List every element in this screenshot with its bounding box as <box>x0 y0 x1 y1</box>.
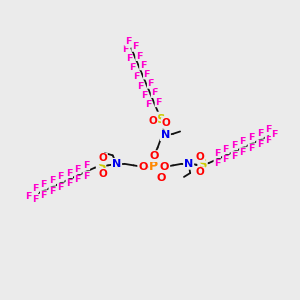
Text: F: F <box>125 37 131 46</box>
Text: F: F <box>130 63 136 72</box>
Text: O: O <box>196 167 205 177</box>
Text: F: F <box>214 159 220 168</box>
Text: F: F <box>214 148 220 158</box>
Text: N: N <box>161 130 170 140</box>
Text: F: F <box>257 140 263 149</box>
Text: S: S <box>198 158 207 171</box>
Text: F: F <box>257 129 263 138</box>
Text: F: F <box>49 187 56 196</box>
Text: F: F <box>32 195 38 204</box>
Text: F: F <box>134 72 140 81</box>
Text: F: F <box>265 125 272 134</box>
Text: F: F <box>132 42 138 51</box>
Text: F: F <box>66 169 73 178</box>
Text: F: F <box>231 141 238 150</box>
Text: F: F <box>40 180 47 189</box>
Text: F: F <box>248 144 255 153</box>
Text: F: F <box>141 91 148 100</box>
Text: F: F <box>151 88 158 98</box>
Text: F: F <box>272 130 278 139</box>
Text: F: F <box>248 133 255 142</box>
Text: F: F <box>122 45 128 54</box>
Text: F: F <box>231 152 238 160</box>
Text: N: N <box>184 159 193 169</box>
Text: N: N <box>112 159 121 169</box>
Text: O: O <box>98 169 107 179</box>
Text: O: O <box>98 153 107 164</box>
Text: S: S <box>97 160 105 172</box>
Text: F: F <box>58 172 64 182</box>
Text: F: F <box>66 179 73 188</box>
Text: F: F <box>240 137 246 146</box>
Text: F: F <box>137 82 144 91</box>
Text: F: F <box>83 172 90 181</box>
Text: P: P <box>149 160 158 173</box>
Text: O: O <box>196 152 205 162</box>
Text: F: F <box>145 100 152 109</box>
Text: F: F <box>25 192 32 201</box>
Text: O: O <box>162 118 170 128</box>
Text: F: F <box>75 176 81 184</box>
Text: F: F <box>223 155 229 164</box>
Text: O: O <box>157 173 166 183</box>
Text: F: F <box>240 148 246 157</box>
Text: F: F <box>126 54 132 63</box>
Text: O: O <box>149 151 158 161</box>
Text: F: F <box>140 61 146 70</box>
Text: F: F <box>58 183 64 192</box>
Text: O: O <box>148 116 158 126</box>
Text: F: F <box>265 136 272 145</box>
Text: F: F <box>40 191 47 200</box>
Text: F: F <box>143 70 150 79</box>
Text: F: F <box>49 176 56 185</box>
Text: F: F <box>223 145 229 154</box>
Text: O: O <box>138 162 148 172</box>
Text: F: F <box>32 184 38 193</box>
Text: F: F <box>147 79 154 88</box>
Text: F: F <box>75 165 81 174</box>
Text: F: F <box>136 52 142 61</box>
Text: O: O <box>160 162 169 172</box>
Text: F: F <box>155 98 162 107</box>
Text: S: S <box>157 113 165 126</box>
Text: F: F <box>83 161 90 170</box>
